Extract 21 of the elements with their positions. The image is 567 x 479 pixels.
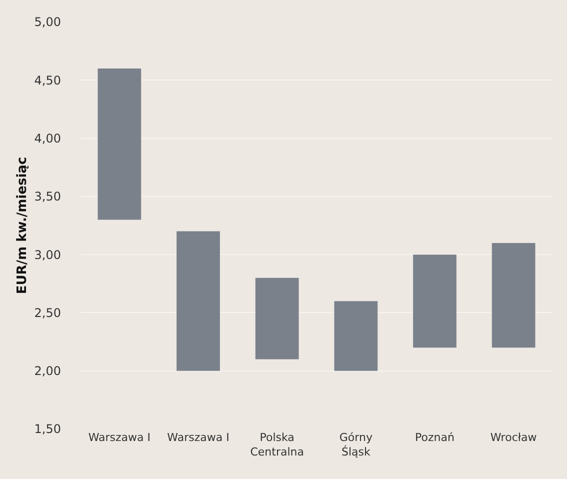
bar (176, 231, 220, 371)
y-tick-label: 3,00 (34, 248, 61, 262)
bar (492, 242, 536, 348)
x-tick-label: Polska Centralna (250, 431, 304, 458)
y-tick-label: 2,50 (34, 306, 61, 320)
y-tick-label: 4,00 (34, 131, 61, 146)
y-tick-label: 3,50 (34, 190, 61, 204)
x-tick-label: Górny Śląsk (339, 431, 373, 458)
y-tick-label: 1,50 (34, 422, 61, 436)
y-tick-label: 4,50 (34, 73, 61, 88)
x-tick-label: Warszawa I (167, 431, 230, 444)
x-tick-label: Warszawa I (88, 431, 151, 444)
y-tick-label: 2,00 (34, 364, 61, 378)
x-tick-label: Poznań (415, 431, 454, 444)
bar (98, 68, 142, 220)
y-tick-label: 5,00 (34, 15, 61, 30)
y-axis-title: EUR/m kw./miesiąc (15, 156, 30, 294)
bar (413, 254, 456, 348)
bar (334, 301, 378, 371)
x-tick-label: Wrocław (490, 431, 537, 444)
bar (255, 278, 299, 360)
